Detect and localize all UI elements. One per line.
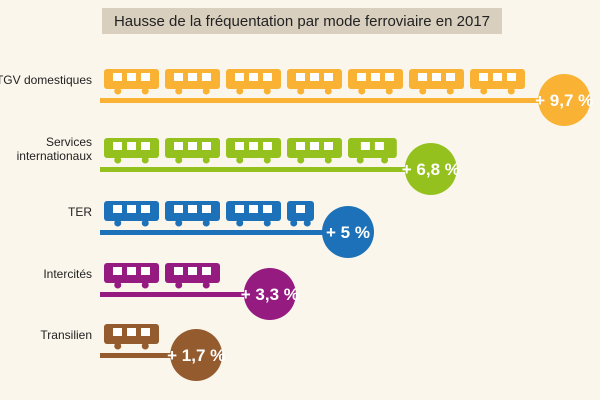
train-car [226, 201, 281, 227]
value-bubble [404, 143, 457, 195]
train-car [287, 69, 342, 95]
category-label: TER [68, 205, 92, 219]
chart-title: Hausse de la fréquentation par mode ferr… [113, 12, 491, 30]
train-car [409, 69, 464, 95]
bar [100, 230, 330, 235]
value-bubble [243, 268, 296, 320]
train-car [165, 138, 220, 164]
category-label: Transilien [40, 328, 92, 342]
category-label: internationaux [17, 149, 92, 163]
train-car [104, 201, 159, 227]
bar-group: + 3,3 % Intercités [43, 263, 299, 320]
train-car [104, 263, 159, 289]
train-car [226, 138, 281, 164]
value-bubble [538, 74, 591, 126]
value-label: + 6,8 % [402, 160, 460, 179]
train-car [104, 324, 159, 350]
train-car [287, 201, 314, 227]
category-label: TGV domestiques [0, 73, 92, 87]
value-label: + 3,3 % [241, 285, 299, 304]
value-label: + 9,7 % [535, 91, 593, 110]
value-label: + 5 % [326, 223, 370, 242]
train-car [104, 69, 159, 95]
value-bubble [322, 206, 374, 258]
train-car [348, 69, 403, 95]
train-car [226, 69, 281, 95]
bar [100, 353, 179, 358]
train-car [165, 201, 220, 227]
value-bubble [170, 329, 223, 381]
category-label: Intercités [43, 267, 92, 281]
train-car [165, 69, 220, 95]
train-car [287, 138, 342, 164]
bar [100, 98, 547, 103]
bar-group: + 1,7 % Transilien [40, 324, 225, 381]
value-label: + 1,7 % [167, 346, 225, 365]
category-label: Services [46, 135, 92, 149]
train-car [470, 69, 525, 95]
train-car [348, 138, 397, 164]
bar [100, 167, 413, 172]
bar-group: + 5 % TER [68, 201, 374, 258]
bar-group: + 9,7 % TGV domestiques [0, 69, 593, 126]
train-car [104, 138, 159, 164]
bar [100, 292, 252, 297]
train-car [165, 263, 220, 289]
chart-title-box: Hausse de la fréquentation par mode ferr… [102, 8, 502, 34]
